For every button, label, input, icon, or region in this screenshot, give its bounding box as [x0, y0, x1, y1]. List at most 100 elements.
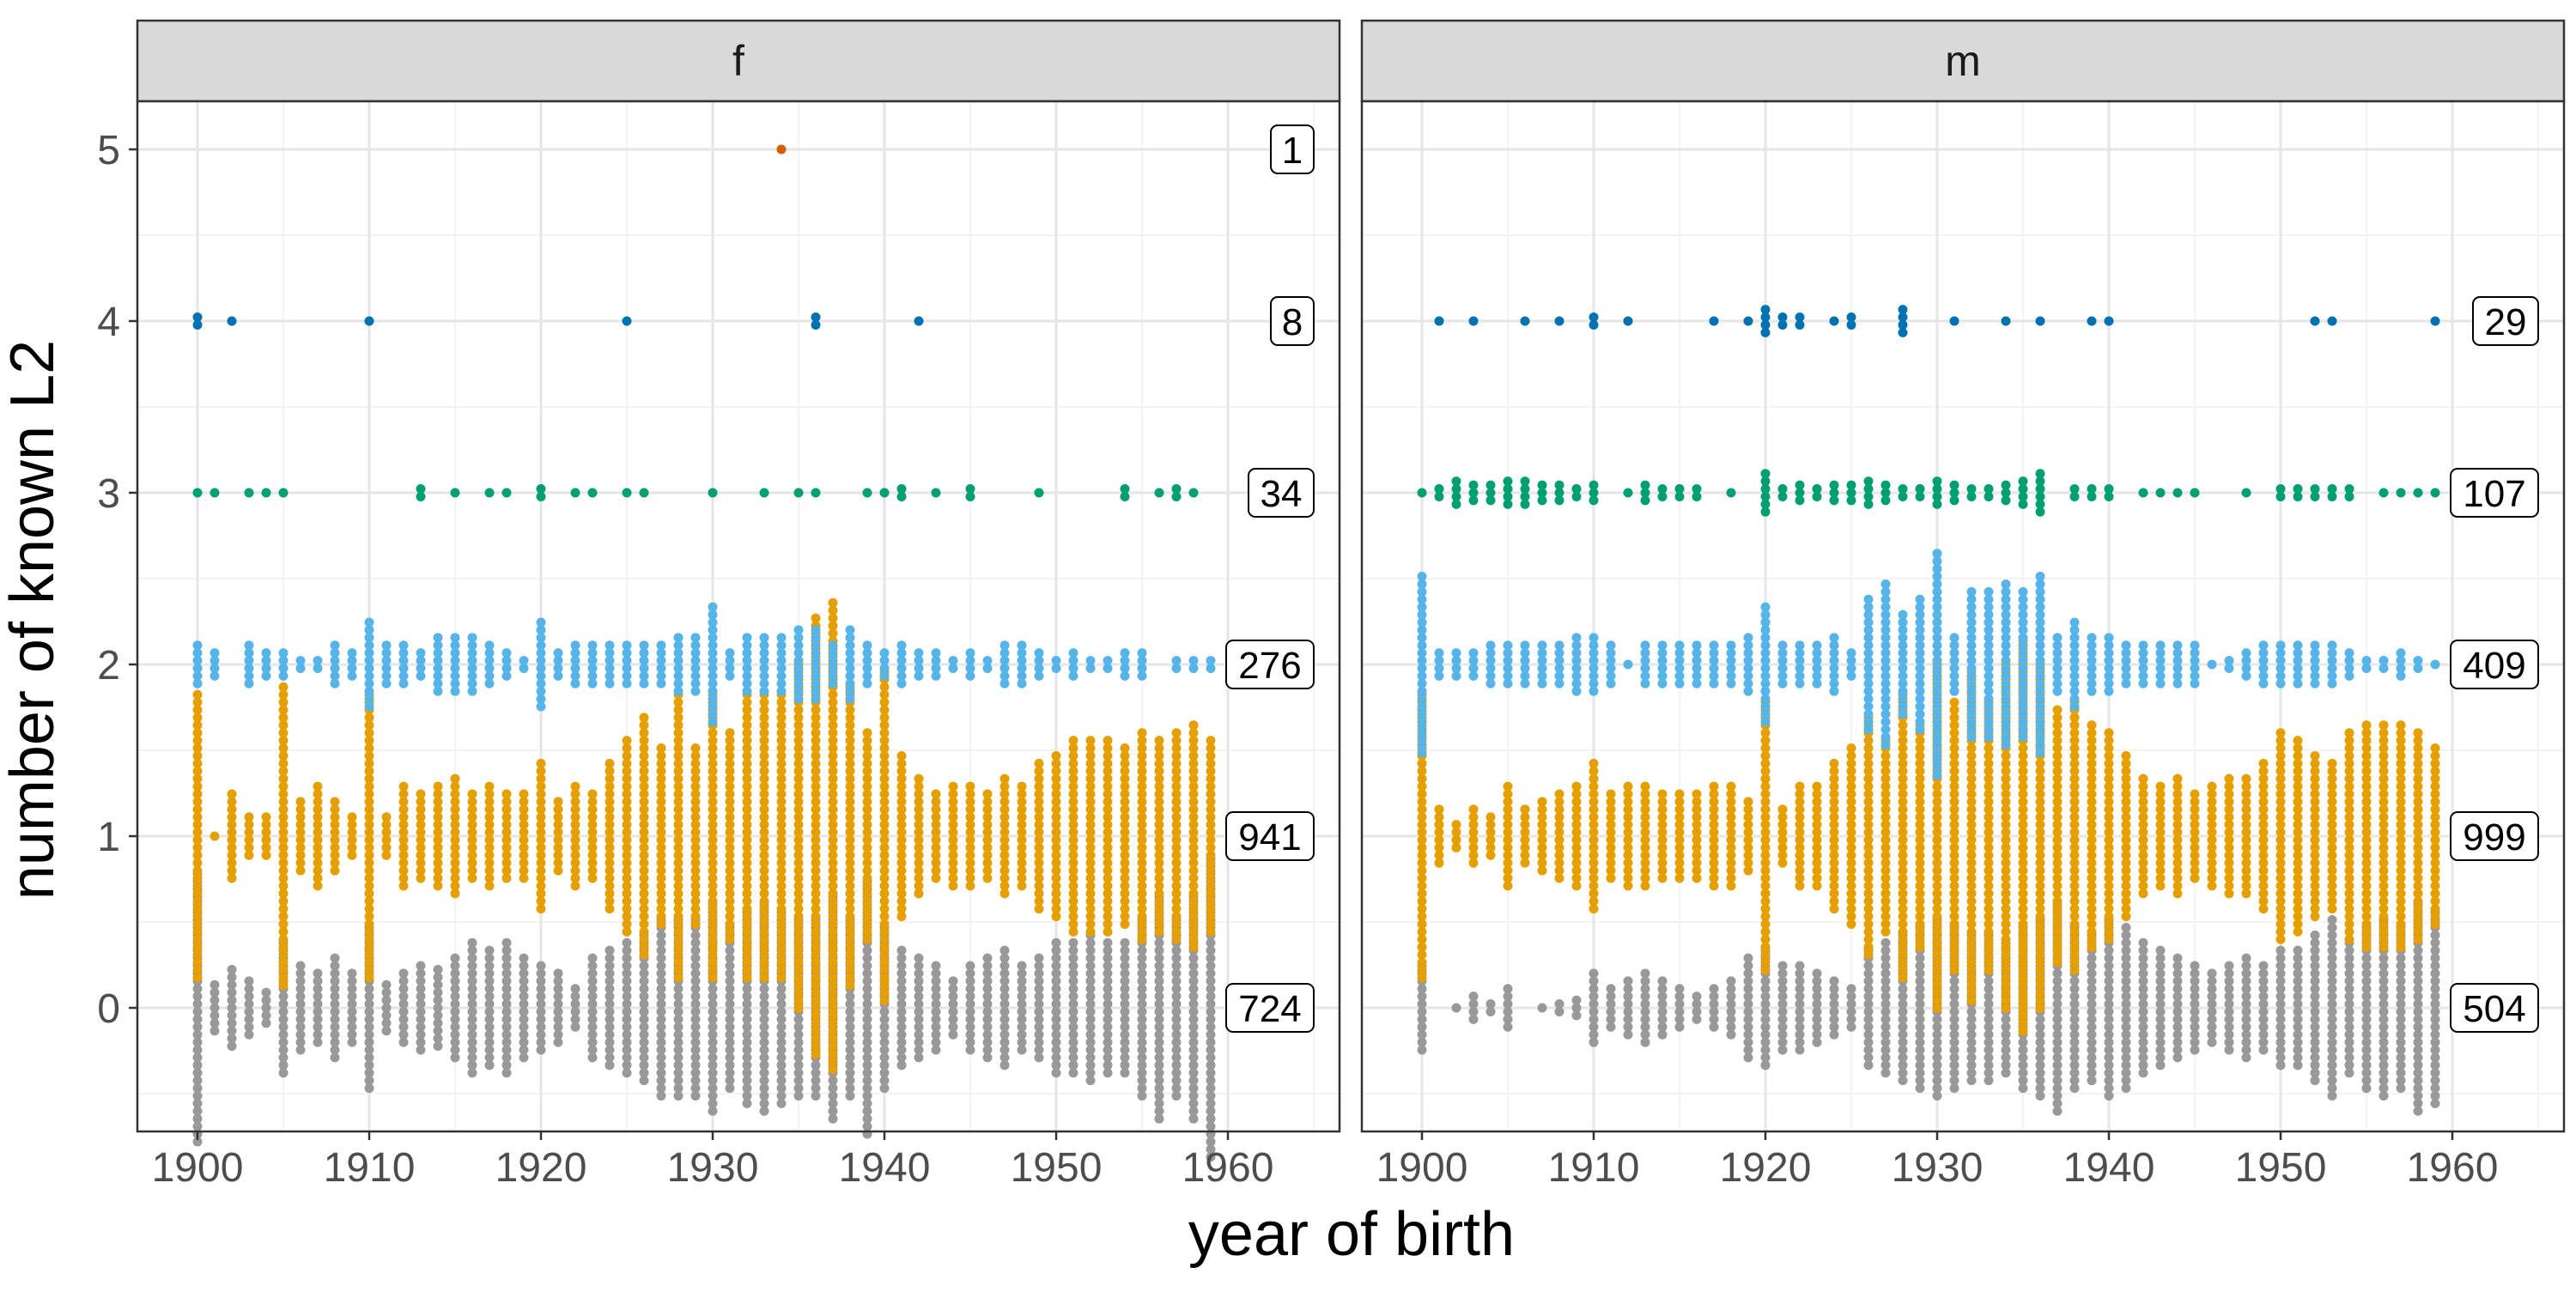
data-point [1847, 1022, 1856, 1032]
data-point [966, 881, 975, 890]
data-point [760, 1107, 769, 1116]
data-point [1675, 874, 1685, 883]
data-point [1538, 1004, 1547, 1013]
data-point [674, 687, 683, 696]
data-point [1899, 973, 1908, 982]
data-point [1813, 1038, 1822, 1047]
data-point [245, 1030, 254, 1040]
data-point [2019, 1083, 2028, 1093]
data-point [743, 973, 752, 982]
data-point [983, 874, 993, 883]
data-point [2122, 912, 2131, 921]
data-point [605, 679, 615, 688]
data-point [691, 687, 701, 696]
data-point [262, 488, 271, 498]
data-point [468, 874, 477, 883]
data-point [537, 1046, 546, 1055]
data-point [2105, 935, 2114, 944]
data-point [605, 1060, 615, 1070]
data-point [777, 1099, 787, 1108]
data-point [1778, 858, 1788, 868]
data-point [623, 927, 632, 937]
data-point [296, 1046, 306, 1055]
data-point [1658, 874, 1668, 883]
data-point [1086, 1076, 1096, 1085]
data-point [348, 851, 357, 860]
data-point [2122, 1083, 2131, 1093]
data-point [983, 1052, 993, 1062]
data-point [1555, 1007, 1564, 1016]
data-point [2328, 904, 2337, 913]
data-point [571, 881, 580, 890]
data-point [794, 1091, 804, 1101]
data-point [897, 679, 907, 688]
data-point [2036, 1091, 2045, 1101]
data-point [1589, 904, 1599, 913]
data-point [1121, 671, 1130, 681]
data-point [2208, 1038, 2217, 1047]
data-point [1607, 874, 1616, 883]
data-point [1744, 866, 1753, 876]
data-point [949, 1030, 958, 1040]
data-point [1189, 664, 1199, 673]
data-point [605, 904, 615, 913]
data-point [331, 866, 340, 876]
data-point [640, 950, 649, 960]
data-point [588, 488, 598, 498]
data-point [674, 973, 683, 982]
data-point [468, 1068, 477, 1077]
data-point [726, 1083, 735, 1093]
data-point [1504, 1022, 1513, 1032]
x-tick-label: 1930 [667, 1145, 759, 1191]
data-point [1916, 1083, 1925, 1093]
x-tick-label: 1960 [1182, 1145, 1274, 1191]
data-point [2293, 927, 2303, 937]
data-point [2036, 1004, 2045, 1013]
data-point [399, 679, 409, 688]
data-point [193, 488, 203, 498]
data-point [193, 679, 203, 688]
data-point [2345, 1068, 2354, 1077]
data-point [1418, 973, 1427, 982]
data-point [1881, 927, 1891, 937]
data-point [914, 1052, 924, 1062]
data-point [623, 317, 632, 326]
data-point [640, 679, 649, 688]
data-point [296, 664, 306, 673]
data-point [502, 1068, 512, 1077]
data-point [1086, 664, 1096, 673]
data-point [537, 492, 546, 501]
data-point [554, 866, 563, 876]
data-point [210, 488, 220, 498]
data-point [262, 671, 271, 681]
data-point [2414, 1107, 2423, 1116]
data-point [210, 1026, 220, 1035]
data-point [880, 1083, 890, 1093]
data-point [2362, 943, 2372, 952]
data-point [1189, 488, 1199, 498]
data-point [399, 881, 409, 890]
data-point [451, 687, 460, 696]
data-point [777, 145, 787, 155]
data-point [914, 671, 924, 681]
data-point [228, 874, 237, 883]
data-point [863, 488, 872, 498]
data-point [434, 881, 443, 890]
data-point [519, 664, 529, 673]
data-point [880, 671, 890, 681]
data-point [1172, 492, 1182, 501]
data-point [829, 1114, 838, 1124]
data-point [1984, 1076, 1994, 1085]
data-point [863, 679, 872, 688]
data-point [1538, 866, 1547, 876]
x-tick-label: 1940 [839, 1145, 931, 1191]
data-point [331, 1052, 340, 1062]
data-point [674, 1091, 683, 1101]
data-point [743, 687, 752, 696]
data-point [1899, 1076, 1908, 1085]
data-point [1607, 1022, 1616, 1032]
data-point [2053, 1107, 2063, 1116]
data-point [245, 488, 254, 498]
data-point [1000, 1060, 1010, 1070]
